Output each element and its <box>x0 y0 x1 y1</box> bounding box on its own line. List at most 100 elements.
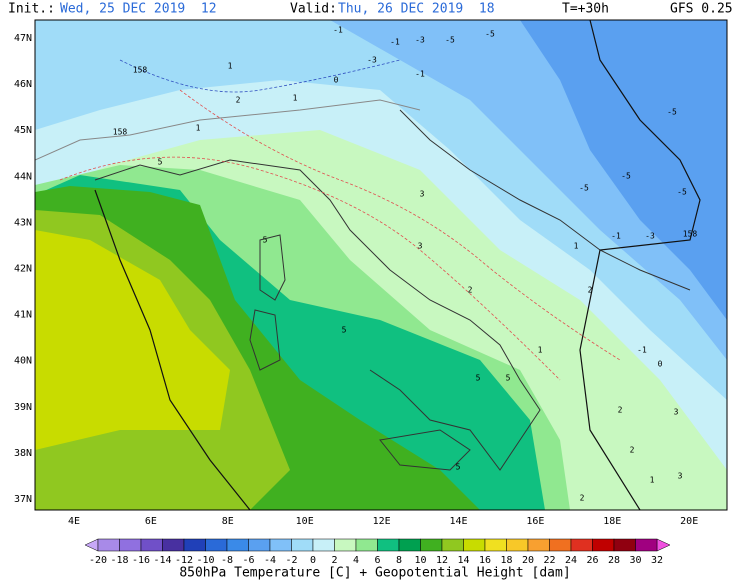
contour-label: 5 <box>456 463 461 472</box>
colorbar-label: 10 <box>414 555 426 566</box>
colorbar-box <box>355 538 378 552</box>
latitude-label: 44N <box>14 171 32 182</box>
colorbar-label: -18 <box>110 555 128 566</box>
longitude-label: 4E <box>68 516 80 527</box>
contour-label: -5 <box>579 184 589 193</box>
colorbar-box <box>119 538 142 552</box>
contour-label: 158 <box>683 230 698 239</box>
contour-label: 2 <box>236 96 241 105</box>
contour-label: 1 <box>228 62 233 71</box>
colorbar-label: 6 <box>374 555 380 566</box>
contour-label: 2 <box>580 494 585 503</box>
colorbar-box <box>613 538 636 552</box>
contour-label: 1 <box>538 346 543 355</box>
init-label: Init.: <box>8 2 55 17</box>
colorbar-label: 16 <box>479 555 491 566</box>
colorbar-label: 0 <box>310 555 316 566</box>
colorbar-label: 30 <box>629 555 641 566</box>
longitude-label: 8E <box>222 516 234 527</box>
contour-label: -3 <box>415 36 425 45</box>
contour-label: 158 <box>113 128 128 137</box>
colorbar-box <box>549 538 572 552</box>
colorbar-title: 850hPa Temperature [C] + Geopotential He… <box>179 566 570 580</box>
contour-label: 5 <box>263 236 268 245</box>
colorbar-box <box>506 538 529 552</box>
latitude-label: 38N <box>14 448 32 459</box>
latitude-label: 37N <box>14 494 32 505</box>
colorbar-box <box>570 538 593 552</box>
contour-label: 1 <box>574 242 579 251</box>
colorbar-box <box>291 538 314 552</box>
colorbar-box <box>162 538 185 552</box>
init-time: Wed, 25 DEC 2019 12 <box>60 2 217 17</box>
longitude-label: 16E <box>526 516 544 527</box>
longitude-label: 18E <box>603 516 621 527</box>
colorbar-label: -2 <box>285 555 297 566</box>
valid-time: Thu, 26 DEC 2019 18 <box>338 2 495 17</box>
contour-label: 2 <box>618 406 623 415</box>
colorbar-label: 8 <box>396 555 402 566</box>
latitude-label: 45N <box>14 125 32 136</box>
colorbar-high-arrow <box>656 538 671 552</box>
latitude-label: 47N <box>14 33 32 44</box>
latitude-label: 43N <box>14 217 32 228</box>
colorbar-label: -16 <box>132 555 150 566</box>
colorbar-label: 28 <box>608 555 620 566</box>
contour-label: -3 <box>367 56 377 65</box>
contour-label: 3 <box>420 190 425 199</box>
contour-label: -5 <box>445 36 455 45</box>
longitude-label: 6E <box>145 516 157 527</box>
contour-label: 3 <box>674 408 679 417</box>
colorbar-box <box>592 538 615 552</box>
longitude-label: 20E <box>680 516 698 527</box>
valid-label: Valid: <box>290 2 337 17</box>
colorbar-label: -14 <box>153 555 171 566</box>
model-name: GFS 0.25 <box>670 2 733 17</box>
contour-label: -5 <box>621 172 631 181</box>
colorbar-label: -4 <box>264 555 276 566</box>
latitude-label: 40N <box>14 356 32 367</box>
contour-label: 2 <box>630 446 635 455</box>
colorbar-box <box>527 538 550 552</box>
colorbar-label: 14 <box>457 555 469 566</box>
contour-label: 5 <box>342 326 347 335</box>
colorbar-label: 18 <box>500 555 512 566</box>
contour-label: 2 <box>588 286 593 295</box>
map-frame <box>34 19 728 511</box>
colorbar-box <box>183 538 206 552</box>
latitude-label: 39N <box>14 402 32 413</box>
contour-label: 1 <box>196 124 201 133</box>
map <box>35 20 727 510</box>
contour-label: 0 <box>658 360 663 369</box>
colorbar-label: 20 <box>522 555 534 566</box>
colorbar-label: 12 <box>436 555 448 566</box>
latitude-label: 41N <box>14 310 32 321</box>
contour-label: 158 <box>133 66 148 75</box>
contour-label: 3 <box>418 242 423 251</box>
contour-label: -3 <box>645 232 655 241</box>
colorbar-label: 22 <box>543 555 555 566</box>
colorbar-label: 26 <box>586 555 598 566</box>
contour-label: -1 <box>333 26 343 35</box>
contour-label: -1 <box>611 232 621 241</box>
contour-label: 5 <box>476 374 481 383</box>
colorbar-label: 2 <box>331 555 337 566</box>
contour-label: 2 <box>468 286 473 295</box>
colorbar-label: 4 <box>353 555 359 566</box>
contour-label: 5 <box>158 158 163 167</box>
contour-label: 1 <box>650 476 655 485</box>
colorbar-low-arrow <box>84 538 99 552</box>
colorbar-box <box>484 538 507 552</box>
colorbar-label: -6 <box>242 555 254 566</box>
colorbar-box <box>463 538 486 552</box>
contour-label: -1 <box>415 70 425 79</box>
latitude-label: 42N <box>14 264 32 275</box>
contour-label: 0 <box>334 76 339 85</box>
contour-label: 3 <box>678 472 683 481</box>
colorbar-label: 32 <box>651 555 663 566</box>
colorbar-label: 24 <box>565 555 577 566</box>
longitude-label: 12E <box>373 516 391 527</box>
colorbar-box <box>441 538 464 552</box>
colorbar-box <box>635 538 658 552</box>
contour-label: 1 <box>293 94 298 103</box>
